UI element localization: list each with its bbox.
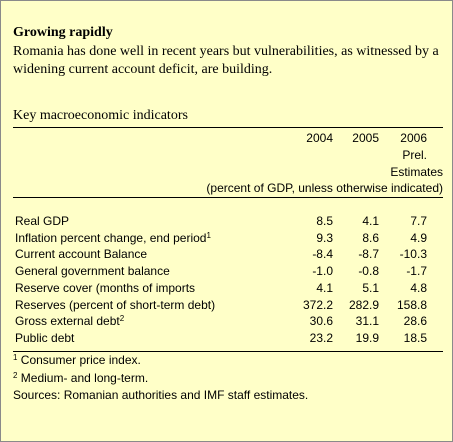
page-description: Romania has done well in recent years bu… — [13, 44, 439, 77]
unit-note: (percent of GDP, unless otherwise indica… — [206, 181, 443, 195]
column-header-prel: Prel. — [402, 148, 427, 162]
table-row: Reserve cover (months of imports 4.1 5.1 4.… — [13, 281, 443, 297]
table-row: Reserves (percent of short-term debt) 372… — [13, 298, 443, 314]
row-label: General government balance — [15, 264, 170, 278]
footnote-mark: 1 — [13, 353, 18, 362]
table-top-rule — [13, 127, 443, 128]
table-bottom-rule — [13, 351, 443, 352]
source-note: Sources: Romanian authorities and IMF st… — [13, 388, 309, 402]
cell-value-2006: 7.7 — [410, 214, 427, 228]
cell-value-2006: 158.8 — [396, 297, 427, 312]
cell-value-2004: -8.4 — [312, 247, 333, 262]
cell-value-2006: 18.5 — [403, 330, 427, 345]
row-label: Current account Balance — [15, 247, 147, 261]
row-label-text: Real GDP — [15, 214, 70, 228]
footnote-reference: 2 — [119, 314, 125, 324]
cell-value-2004: 23.2 — [309, 330, 333, 345]
row-label: Reserves (percent of short-term debt) — [15, 298, 215, 312]
row-label-text: Inflation percent change, end period — [15, 230, 207, 245]
row-label: Reserve cover (months of imports — [15, 281, 195, 295]
cell-value-2005: 19.9 — [355, 330, 379, 345]
page-title: Growing rapidly — [13, 25, 113, 40]
footnote-reference: 1 — [206, 230, 211, 240]
footnote-text: Consumer price index. — [17, 353, 141, 367]
row-label: Public debt — [15, 331, 74, 345]
cell-value-2005: 31.1 — [355, 314, 379, 329]
row-label-text: General government balance — [15, 264, 170, 279]
cell-value-2004: -1.0 — [312, 264, 333, 279]
table-row: Public debt 23.2 19.9 18.5 — [13, 331, 443, 347]
cell-value-2004: 8.5 — [316, 214, 333, 228]
column-header-2004: 2004 — [306, 131, 333, 145]
column-header-2005: 2005 — [352, 131, 379, 145]
row-label-text: Reserve cover (months of imports — [15, 280, 196, 295]
cell-value-2004: 30.6 — [309, 314, 333, 329]
table-row: Gross external debt2 30.6 31.1 28.6 — [13, 314, 443, 330]
cell-value-2005: 5.1 — [362, 280, 379, 295]
cell-value-2005: -8.7 — [358, 247, 379, 262]
footnote-1: 1 Consumer price index. — [13, 353, 141, 367]
table-row: General government balance -1.0 -0.8 -1.7 — [13, 264, 443, 280]
table-row: Inflation percent change, end period1 9.3… — [13, 231, 443, 247]
table-row: Real GDP 8.5 4.1 7.7 — [13, 214, 443, 230]
row-label: Gross external debt2 — [15, 314, 124, 328]
cell-value-2006: -1.7 — [406, 264, 427, 279]
column-header-2006: 2006 — [400, 131, 427, 145]
cell-value-2006: 4.8 — [410, 280, 427, 295]
table-row: Current account Balance -8.4 -8.7 -10.3 — [13, 247, 443, 263]
row-label-text: Gross external debt — [15, 314, 120, 329]
row-label-text: Public debt — [15, 330, 75, 345]
cell-value-2005: 282.9 — [348, 297, 379, 312]
row-label-text: Current account Balance — [15, 247, 148, 262]
cell-value-2006: -10.3 — [399, 247, 427, 262]
row-label: Real GDP — [15, 214, 69, 228]
footnote-text: Medium- and long-term. — [17, 371, 149, 385]
cell-value-2005: 4.1 — [362, 214, 379, 228]
cell-value-2004: 4.1 — [316, 280, 333, 295]
cell-value-2005: -0.8 — [358, 264, 379, 279]
header-rule — [13, 197, 443, 198]
cell-value-2004: 9.3 — [316, 230, 333, 245]
row-label: Inflation percent change, end period1 — [15, 231, 211, 245]
cell-value-2004: 372.2 — [302, 297, 333, 312]
cell-value-2006: 28.6 — [403, 314, 427, 329]
footnote-mark: 2 — [13, 371, 18, 380]
table-title: Key macroeconomic indicators — [13, 108, 188, 123]
column-header-estimates: Estimates — [390, 165, 443, 179]
row-label-text: Reserves (percent of short-term debt) — [15, 297, 216, 312]
cell-value-2006: 4.9 — [410, 230, 427, 245]
cell-value-2005: 8.6 — [362, 230, 379, 245]
footnote-2: 2 Medium- and long-term. — [13, 371, 148, 385]
